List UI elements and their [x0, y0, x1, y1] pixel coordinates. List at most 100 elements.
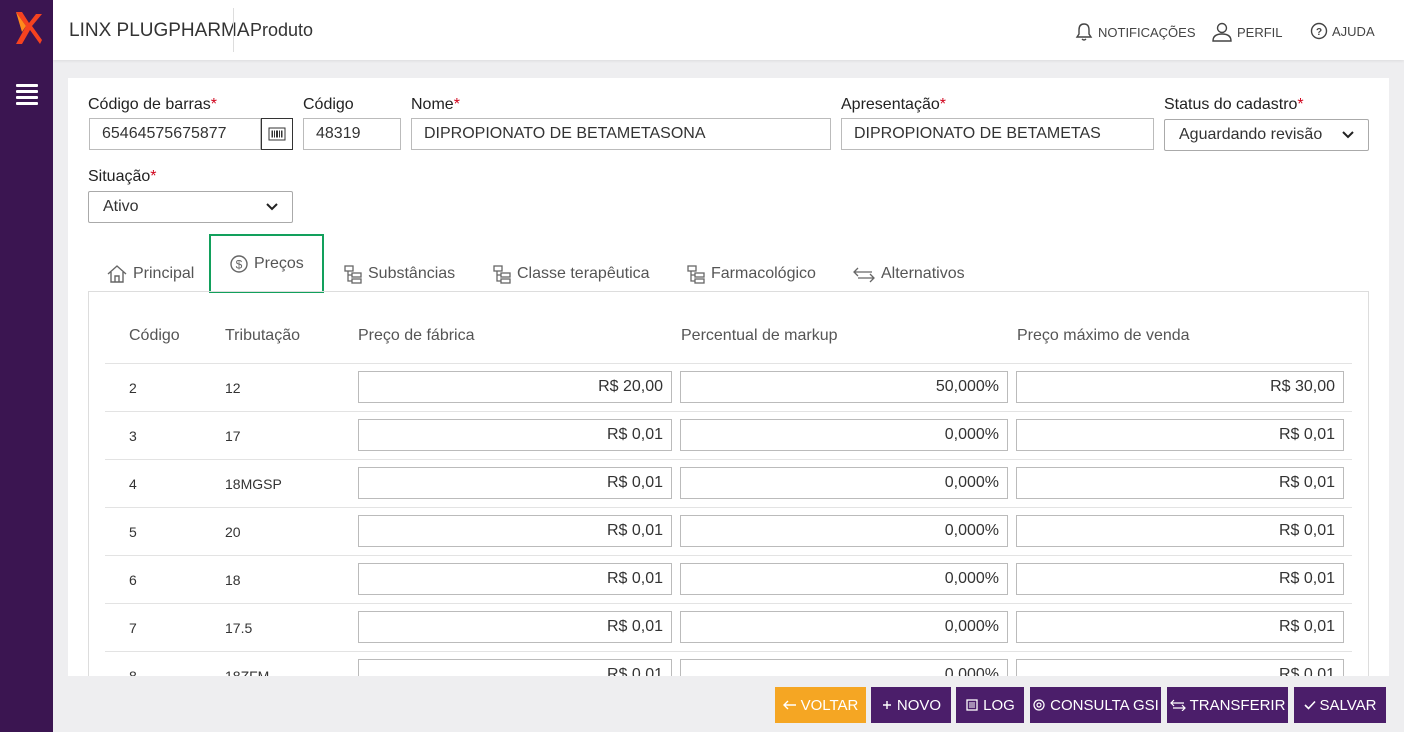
barcode-scan-button[interactable] — [261, 118, 293, 150]
chevron-down-icon — [266, 203, 278, 211]
title-divider — [233, 8, 234, 52]
help-button[interactable]: ? AJUDA — [1310, 22, 1375, 40]
row-tax: 17.5 — [225, 620, 253, 636]
notifications-button[interactable]: NOTIFICAÇÕES — [1074, 22, 1196, 42]
name-label: Nome* — [411, 96, 460, 114]
arrow-left-icon — [782, 700, 796, 710]
linx-logo — [16, 12, 42, 44]
tab-precos[interactable]: $ Preços — [209, 234, 324, 293]
situation-label-text: Situação — [88, 168, 151, 185]
row-code: 6 — [129, 572, 137, 588]
factory-price-input[interactable]: R$ 0,01 — [358, 467, 672, 499]
tab-principal[interactable]: Principal — [106, 253, 194, 295]
dollar-icon: $ — [230, 254, 248, 273]
max-price-input[interactable]: R$ 0,01 — [1016, 659, 1344, 676]
tab-label: Substâncias — [368, 265, 456, 282]
name-input[interactable]: DIPROPIONATO DE BETAMETASONA — [411, 118, 831, 150]
barcode-icon — [268, 127, 286, 141]
log-label: LOG — [983, 696, 1015, 714]
factory-price-input[interactable]: R$ 0,01 — [358, 419, 672, 451]
user-icon — [1212, 22, 1232, 42]
max-price-input[interactable]: R$ 0,01 — [1016, 563, 1344, 595]
required-mark: * — [939, 96, 946, 113]
row-code: 8 — [129, 668, 137, 676]
row-code: 2 — [129, 380, 137, 396]
sidebar — [0, 0, 53, 732]
situation-select-value: Ativo — [103, 198, 139, 215]
factory-price-input[interactable]: R$ 0,01 — [358, 563, 672, 595]
tree-icon — [493, 265, 511, 284]
row-code: 5 — [129, 524, 137, 540]
factory-price-input[interactable]: R$ 0,01 — [358, 515, 672, 547]
status-select[interactable]: Aguardando revisão — [1164, 119, 1369, 151]
table-row: 2 12 R$ 20,00 50,000% R$ 30,00 — [105, 363, 1352, 411]
header-markup: Percentual de markup — [681, 327, 838, 344]
table-row: 3 17 R$ 0,01 0,000% R$ 0,01 — [105, 411, 1352, 459]
row-tax: 20 — [225, 524, 241, 540]
factory-price-input[interactable]: R$ 0,01 — [358, 659, 672, 676]
tab-classe-terapeutica[interactable]: Classe terapêutica — [492, 253, 650, 295]
status-label: Status do cadastro* — [1164, 96, 1304, 114]
markup-input[interactable]: 0,000% — [680, 563, 1008, 595]
plus-icon — [882, 701, 891, 709]
gsi-label: CONSULTA GSI — [1050, 696, 1159, 714]
back-label: VOLTAR — [800, 696, 859, 714]
max-price-input[interactable]: R$ 0,01 — [1016, 419, 1344, 451]
header-factory-price: Preço de fábrica — [358, 327, 475, 344]
max-price-input[interactable]: R$ 0,01 — [1016, 515, 1344, 547]
new-button[interactable]: NOVO — [871, 687, 951, 723]
tab-label: Farmacológico — [711, 265, 816, 282]
header-code: Código — [129, 327, 180, 344]
transfer-button[interactable]: TRANSFERIR — [1167, 687, 1288, 723]
menu-icon[interactable] — [16, 84, 38, 105]
max-price-input[interactable]: R$ 30,00 — [1016, 371, 1344, 403]
header-tax: Tributação — [225, 327, 300, 344]
row-tax: 18ZFM — [225, 668, 270, 676]
prices-panel: Código Tributação Preço de fábrica Perce… — [88, 291, 1369, 676]
markup-input[interactable]: 0,000% — [680, 659, 1008, 676]
status-select-value: Aguardando revisão — [1179, 126, 1323, 143]
table-row: 7 17.5 R$ 0,01 0,000% R$ 0,01 — [105, 603, 1352, 651]
swap-icon — [1169, 699, 1186, 711]
markup-input[interactable]: 0,000% — [680, 419, 1008, 451]
save-button[interactable]: SALVAR — [1294, 687, 1386, 723]
tab-farmacologico[interactable]: Farmacológico — [686, 253, 816, 295]
row-code: 7 — [129, 620, 137, 636]
factory-price-input[interactable]: R$ 0,01 — [358, 611, 672, 643]
presentation-label-text: Apresentação — [841, 96, 940, 113]
markup-input[interactable]: 0,000% — [680, 467, 1008, 499]
tree-icon — [344, 265, 362, 284]
barcode-input[interactable]: 65464575675877 — [89, 118, 261, 150]
presentation-input[interactable]: DIPROPIONATO DE BETAMETAS — [841, 118, 1154, 150]
tree-icon — [687, 265, 705, 284]
app-title: LINX PLUGPHARMA — [69, 20, 250, 41]
markup-input[interactable]: 50,000% — [680, 371, 1008, 403]
home-icon — [107, 265, 127, 283]
max-price-input[interactable]: R$ 0,01 — [1016, 611, 1344, 643]
max-price-input[interactable]: R$ 0,01 — [1016, 467, 1344, 499]
consulta-gsi-button[interactable]: CONSULTA GSI — [1030, 687, 1161, 723]
new-label: NOVO — [896, 696, 942, 714]
back-button[interactable]: VOLTAR — [775, 687, 866, 723]
refresh-icon — [1033, 699, 1045, 711]
tab-label: Alternativos — [881, 265, 965, 282]
svg-text:$: $ — [236, 257, 243, 271]
tab-substancias[interactable]: Substâncias — [343, 253, 455, 295]
situation-select[interactable]: Ativo — [88, 191, 293, 223]
required-mark: * — [210, 96, 217, 113]
top-bar: LINX PLUGPHARMA Produto NOTIFICAÇÕES PER… — [53, 0, 1404, 60]
barcode-label-text: Código de barras — [88, 96, 211, 113]
factory-price-input[interactable]: R$ 20,00 — [358, 371, 672, 403]
markup-input[interactable]: 0,000% — [680, 611, 1008, 643]
log-button[interactable]: LOG — [956, 687, 1024, 723]
code-input[interactable]: 48319 — [303, 118, 401, 150]
table-row: 8 18ZFM R$ 0,01 0,000% R$ 0,01 — [105, 651, 1352, 676]
header-max-price: Preço máximo de venda — [1017, 327, 1190, 344]
tab-alternativos[interactable]: Alternativos — [852, 253, 965, 295]
profile-button[interactable]: PERFIL — [1211, 22, 1283, 42]
markup-input[interactable]: 0,000% — [680, 515, 1008, 547]
tab-label: Preços — [254, 254, 304, 272]
help-icon: ? — [1310, 22, 1328, 40]
table-row: 5 20 R$ 0,01 0,000% R$ 0,01 — [105, 507, 1352, 555]
row-tax: 18MGSP — [225, 476, 282, 492]
